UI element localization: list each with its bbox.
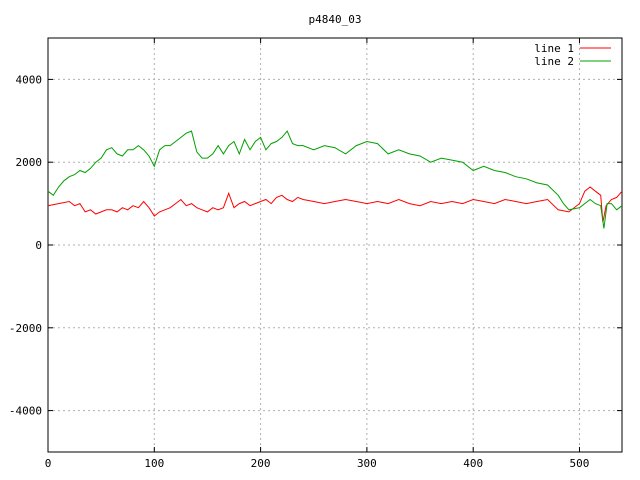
grid	[48, 38, 622, 452]
x-tick-label: 0	[45, 457, 52, 470]
series-lines	[47, 130, 623, 229]
x-tick-label: 200	[251, 457, 271, 470]
legend-label-2: line 2	[534, 55, 574, 68]
y-tick-label: 2000	[16, 156, 43, 169]
y-tick-label: -2000	[9, 322, 42, 335]
y-tick-label: 4000	[16, 73, 43, 86]
axis-ticks: 0 100 200 300 400 500 -4000 -2000 0 2000 4000	[9, 38, 622, 470]
series-line-2	[47, 130, 623, 229]
series-line-1	[47, 186, 623, 223]
x-tick-label: 300	[357, 457, 377, 470]
x-tick-label: 100	[144, 457, 164, 470]
x-tick-label: 500	[570, 457, 590, 470]
y-tick-label: -4000	[9, 405, 42, 418]
y-tick-label: 0	[35, 239, 42, 252]
legend-label-1: line 1	[534, 42, 574, 55]
chart-title: p4840_03	[309, 13, 362, 26]
x-tick-label: 400	[463, 457, 483, 470]
